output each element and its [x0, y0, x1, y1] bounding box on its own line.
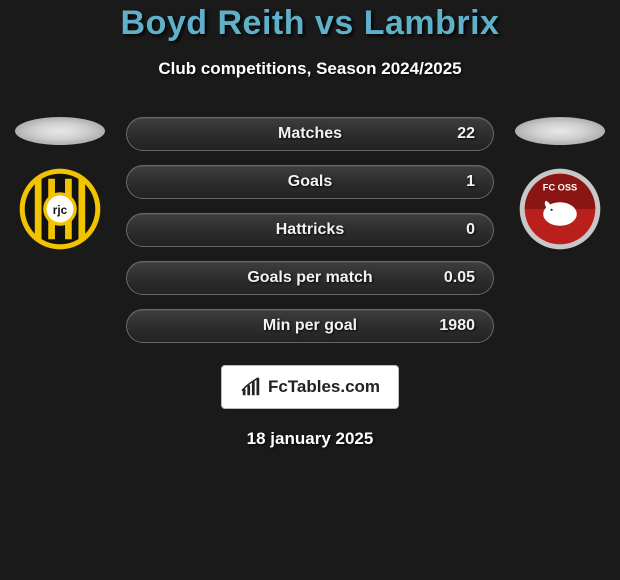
comparison-body: rjc Matches 22 Goals 1 Hattricks 0 Goals… — [0, 117, 620, 343]
stat-label: Goals per match — [247, 269, 372, 287]
club-logo-left: rjc — [18, 167, 102, 251]
stat-value-right: 1 — [466, 173, 475, 191]
stat-label: Goals — [288, 173, 332, 191]
stat-row-matches: Matches 22 — [126, 117, 494, 151]
stat-value-right: 0 — [466, 221, 475, 239]
player-left-column: rjc — [0, 117, 120, 251]
club-right-short: FC OSS — [543, 183, 577, 193]
stat-value-right: 1980 — [439, 317, 475, 335]
player-right-silhouette — [515, 117, 605, 145]
stat-row-goals: Goals 1 — [126, 165, 494, 199]
stat-label: Hattricks — [276, 221, 344, 239]
page-subtitle: Club competitions, Season 2024/2025 — [158, 59, 461, 79]
comparison-card: Boyd Reith vs Lambrix Club competitions,… — [0, 0, 620, 580]
stat-value-right: 0.05 — [444, 269, 475, 287]
brand-attribution[interactable]: FcTables.com — [221, 365, 399, 409]
brand-text: FcTables.com — [268, 377, 380, 397]
page-title: Boyd Reith vs Lambrix — [121, 4, 500, 43]
player-right-column: FC OSS — [500, 117, 620, 251]
stat-row-min-per-goal: Min per goal 1980 — [126, 309, 494, 343]
club-logo-right: FC OSS — [518, 167, 602, 251]
stat-label: Matches — [278, 125, 342, 143]
stat-label: Min per goal — [263, 317, 357, 335]
stat-row-hattricks: Hattricks 0 — [126, 213, 494, 247]
bar-chart-icon — [240, 376, 262, 398]
player-left-silhouette — [15, 117, 105, 145]
stat-row-goals-per-match: Goals per match 0.05 — [126, 261, 494, 295]
roda-jc-logo-icon: rjc — [18, 167, 102, 251]
stat-value-right: 22 — [457, 125, 475, 143]
snapshot-date: 18 january 2025 — [247, 429, 374, 449]
fc-oss-logo-icon: FC OSS — [518, 167, 602, 251]
stats-list: Matches 22 Goals 1 Hattricks 0 Goals per… — [120, 117, 500, 343]
club-left-short: rjc — [53, 204, 68, 217]
